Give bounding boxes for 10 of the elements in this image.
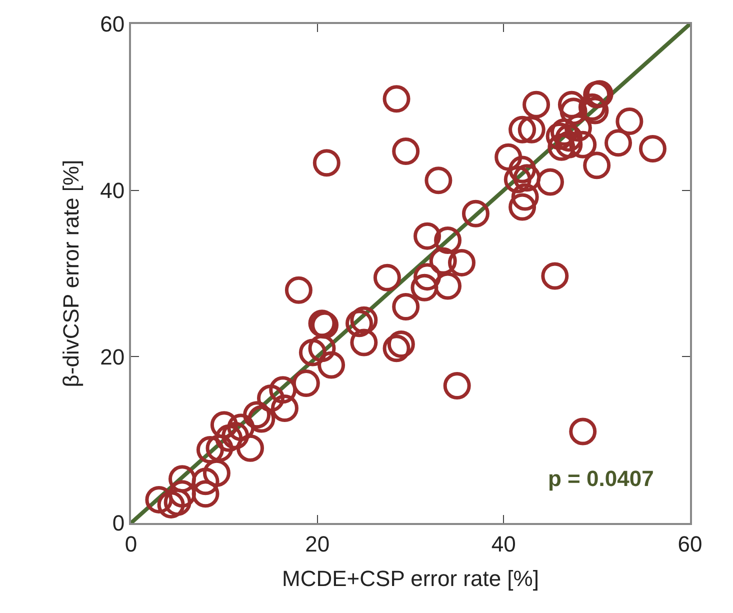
y-tick-label: 20 — [100, 344, 125, 370]
y-tick-label: 0 — [112, 510, 125, 536]
x-axis-title: MCDE+CSP error rate [%] — [282, 566, 539, 591]
y-axis-title: β-divCSP error rate [%] — [58, 160, 84, 388]
y-tick-label: 60 — [100, 12, 125, 37]
x-tick-label: 40 — [491, 531, 516, 556]
x-tick-label: 60 — [678, 531, 702, 556]
x-tick-label: 20 — [305, 531, 330, 556]
y-tick-label: 40 — [100, 178, 125, 204]
annotation: p = 0.0407 — [548, 466, 654, 491]
